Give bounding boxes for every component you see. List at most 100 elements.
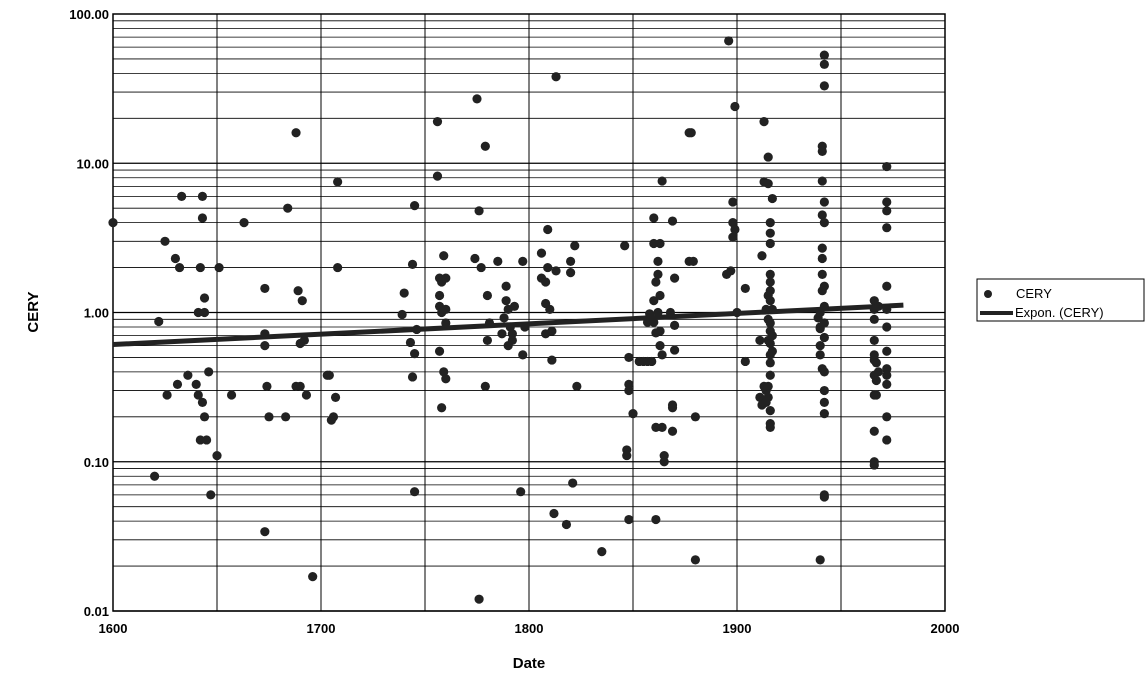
data-point [765, 318, 775, 328]
data-point [499, 313, 509, 323]
data-point [817, 253, 827, 264]
data-point [819, 492, 829, 502]
data-point [767, 346, 777, 356]
data-point [507, 335, 517, 346]
data-point [568, 478, 578, 488]
data-point [407, 259, 418, 270]
data-point [882, 412, 892, 422]
data-point [541, 277, 551, 287]
data-point [197, 213, 208, 223]
data-point [819, 50, 829, 60]
data-point [819, 318, 829, 328]
data-point [432, 171, 443, 181]
data-point [817, 141, 827, 151]
data-point [882, 197, 892, 207]
data-point [410, 487, 420, 497]
data-point [817, 243, 827, 253]
tick-labels: 1600 1700 1800 1900 2000 0.01 0.10 1.00 10.00 100… [69, 7, 959, 636]
data-point [441, 374, 451, 384]
data-point [174, 262, 185, 273]
data-point [728, 197, 738, 207]
data-point [434, 290, 445, 301]
data-point [162, 390, 172, 400]
data-point [649, 296, 659, 306]
data-point [647, 356, 657, 367]
data-point [765, 370, 775, 380]
data-point [757, 251, 767, 261]
x-axis-title: Date [513, 655, 546, 672]
data-point [653, 256, 663, 266]
data-point [299, 335, 309, 346]
data-point [482, 335, 492, 346]
data-point [177, 191, 187, 201]
data-point [212, 450, 222, 461]
data-point [819, 81, 829, 91]
plot-frame [112, 13, 946, 612]
data-point [765, 286, 775, 296]
data-point [657, 422, 667, 432]
data-point [399, 288, 409, 298]
data-point [470, 253, 480, 264]
data-point [410, 349, 420, 359]
data-point [628, 409, 638, 419]
data-point [655, 326, 665, 336]
data-point [397, 309, 407, 320]
y-tick-label: 0.01 [84, 604, 109, 619]
data-point [476, 262, 486, 273]
data-point [657, 176, 667, 186]
data-point [197, 397, 208, 407]
data-point [882, 346, 892, 356]
data-point [882, 161, 892, 172]
data-point [763, 392, 773, 402]
data-point [543, 262, 553, 273]
data-point [570, 241, 580, 251]
data-point [301, 390, 312, 400]
data-point [655, 290, 665, 301]
legend-label-cery: CERY [1016, 286, 1052, 301]
data-point [730, 224, 740, 235]
data-point [324, 370, 334, 380]
data-point [819, 218, 829, 228]
data-point [172, 379, 183, 389]
data-point [765, 238, 775, 249]
data-point [197, 191, 208, 201]
data-point [472, 94, 482, 104]
data-point [819, 59, 829, 69]
y-tick-label: 10.00 [76, 156, 109, 171]
data-point [566, 268, 576, 278]
data-point [869, 314, 879, 324]
data-point [724, 36, 734, 46]
trendline [112, 302, 904, 348]
y-tick-label: 1.00 [84, 306, 109, 321]
data-point [191, 379, 201, 389]
data-point [160, 236, 170, 246]
data-point [765, 218, 775, 228]
data-point [871, 358, 881, 368]
data-point [765, 406, 775, 416]
data-point [765, 228, 775, 238]
data-point [815, 350, 825, 360]
data-point [655, 341, 665, 351]
data-point [882, 223, 892, 233]
data-point [624, 385, 634, 396]
data-point [688, 256, 698, 266]
y-tick-label: 100.00 [69, 7, 109, 22]
data-point [871, 390, 881, 400]
data-point [474, 206, 484, 216]
y-axis-title: CERY [25, 291, 42, 332]
data-point [882, 281, 892, 291]
data-point [817, 210, 827, 220]
data-point [239, 218, 249, 228]
x-tick-label: 1600 [99, 621, 128, 636]
data-point [170, 253, 180, 264]
data-point [516, 487, 526, 497]
data-point [819, 367, 829, 377]
data-point [308, 572, 318, 582]
data-point [407, 372, 418, 382]
legend-marker-cery [984, 290, 992, 298]
data-point [817, 269, 827, 280]
data-point [667, 403, 678, 413]
data-point [199, 293, 210, 303]
data-point [193, 390, 203, 400]
